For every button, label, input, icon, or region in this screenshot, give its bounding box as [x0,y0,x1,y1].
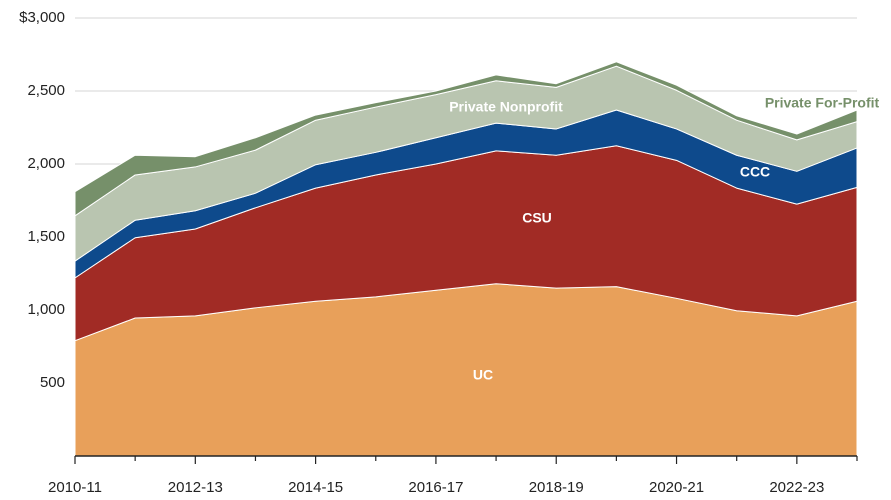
x-tick-label: 2014-15 [288,479,343,496]
y-tick-label: 1,000 [27,301,65,318]
y-tick-label: 1,500 [27,228,65,245]
series-label: CSU [522,210,552,226]
area [74,61,858,217]
x-tick-label: 2020-21 [649,479,704,496]
x-tick-label: 2016-17 [408,479,463,496]
y-tick-label: 2,000 [27,155,65,172]
y-tick-label: 500 [40,374,65,391]
series-label: Private Nonprofit [449,99,563,115]
x-tick-label: 2022-23 [769,479,824,496]
y-tick-label: 2,500 [27,82,65,99]
x-tick-label: 2010-11 [48,479,102,496]
y-tick-label: $3,000 [19,9,65,26]
series-label: CCC [740,164,770,180]
series-label: UC [473,367,493,383]
series-label: Private For-Profit [765,95,880,111]
x-tick-label: 2018-19 [529,479,584,496]
x-tick-label: 2012-13 [168,479,223,496]
